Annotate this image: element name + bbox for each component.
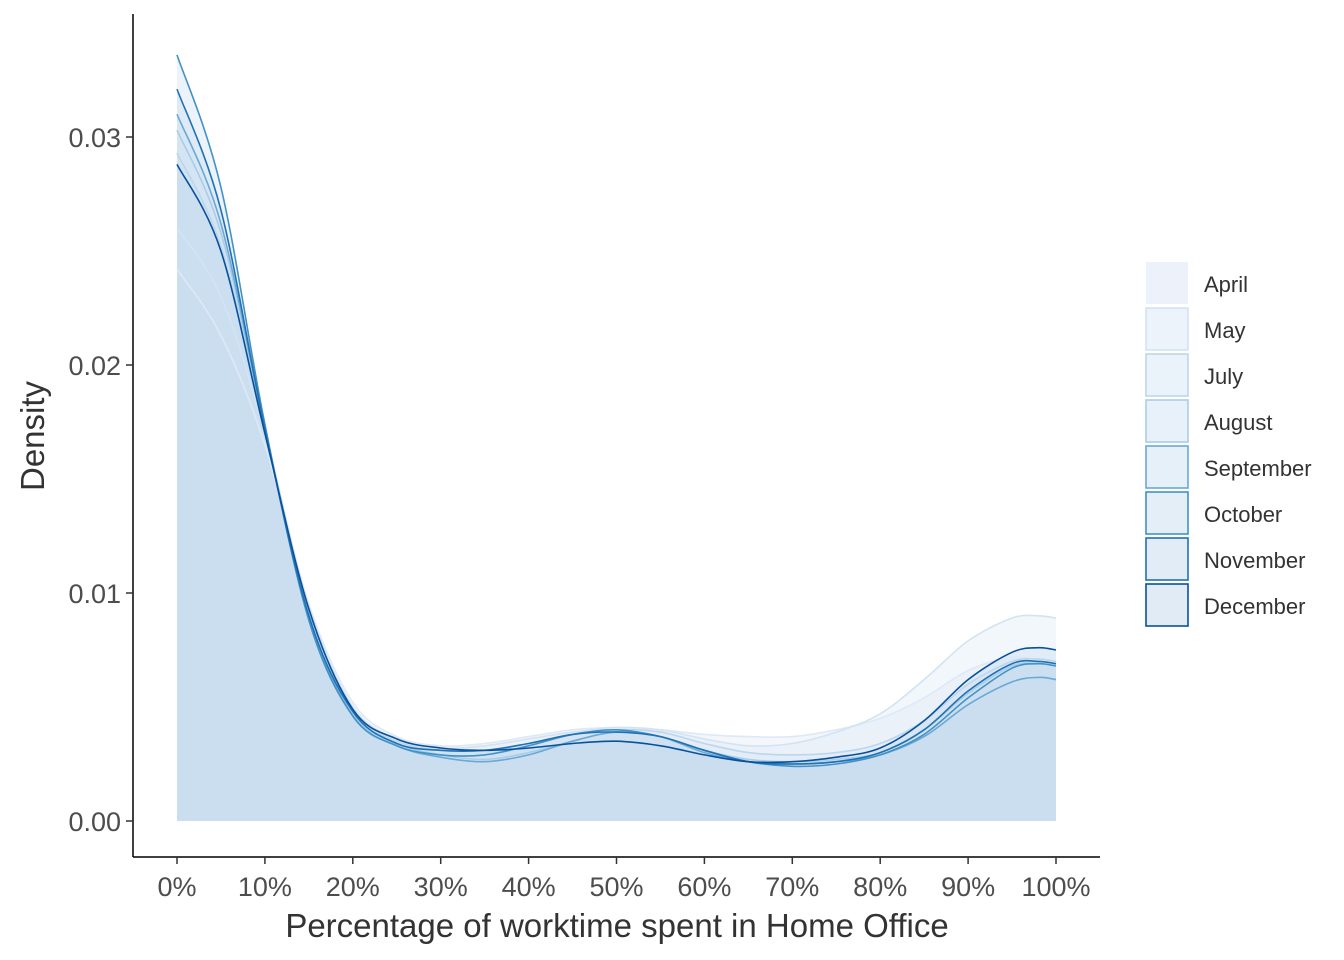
density-area-july	[177, 153, 1056, 821]
legend-key-december	[1145, 583, 1189, 627]
x-tick-label: 70%	[765, 872, 819, 902]
y-tick-label: 0.00	[68, 807, 121, 837]
legend-key-april	[1146, 262, 1188, 304]
x-axis-title: Percentage of worktime spent in Home Off…	[285, 907, 948, 944]
x-tick-label: 80%	[853, 872, 907, 902]
x-tick-label: 30%	[414, 872, 468, 902]
x-tick-label: 100%	[1021, 872, 1090, 902]
y-tick-label: 0.03	[68, 123, 121, 153]
y-tick-label: 0.02	[68, 351, 121, 381]
legend-key-november	[1145, 537, 1189, 581]
density-area-may	[177, 228, 1056, 821]
legend-key-may	[1145, 307, 1189, 351]
legend-key-august	[1145, 399, 1189, 443]
legend-label-april: April	[1204, 272, 1248, 297]
x-tick-label: 10%	[238, 872, 292, 902]
x-tick-label: 40%	[502, 872, 556, 902]
y-tick-label: 0.01	[68, 579, 121, 609]
density-area-october	[177, 54, 1056, 821]
legend-label-august: August	[1204, 410, 1273, 435]
density-area-december	[177, 164, 1056, 821]
density-line-december	[176, 164, 1057, 764]
x-tick-label: 20%	[326, 872, 380, 902]
x-tick-label: 50%	[589, 872, 643, 902]
legend-label-october: October	[1204, 502, 1282, 527]
legend-label-july: July	[1204, 364, 1243, 389]
density-area-september	[177, 114, 1056, 821]
y-axis-ticks: 0.00 0.01 0.02 0.03	[68, 123, 133, 837]
legend-label-december: December	[1204, 594, 1305, 619]
density-areas	[177, 54, 1056, 822]
density-area-april	[177, 269, 1056, 821]
legend-label-september: September	[1204, 456, 1312, 481]
y-axis-title: Density	[14, 380, 51, 491]
legend-key-september	[1145, 445, 1189, 489]
x-tick-label: 90%	[941, 872, 995, 902]
legend: April May July August September October Novemb…	[1145, 262, 1312, 627]
x-axis-ticks: 0% 10% 20% 30% 40% 50% 60% 70% 80% 90% 100%	[157, 857, 1091, 902]
legend-key-july	[1145, 353, 1189, 397]
legend-key-october	[1145, 491, 1189, 535]
density-area-august	[177, 130, 1056, 821]
density-area-november	[177, 89, 1056, 822]
legend-label-november: November	[1204, 548, 1305, 573]
density-lines	[176, 54, 1057, 768]
legend-label-may: May	[1204, 318, 1246, 343]
x-tick-label: 60%	[677, 872, 731, 902]
x-tick-label: 0%	[157, 872, 196, 902]
